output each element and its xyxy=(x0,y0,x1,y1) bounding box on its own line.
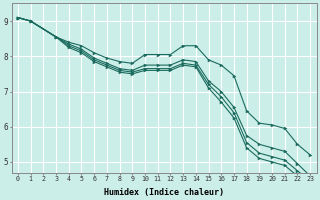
X-axis label: Humidex (Indice chaleur): Humidex (Indice chaleur) xyxy=(104,188,224,197)
